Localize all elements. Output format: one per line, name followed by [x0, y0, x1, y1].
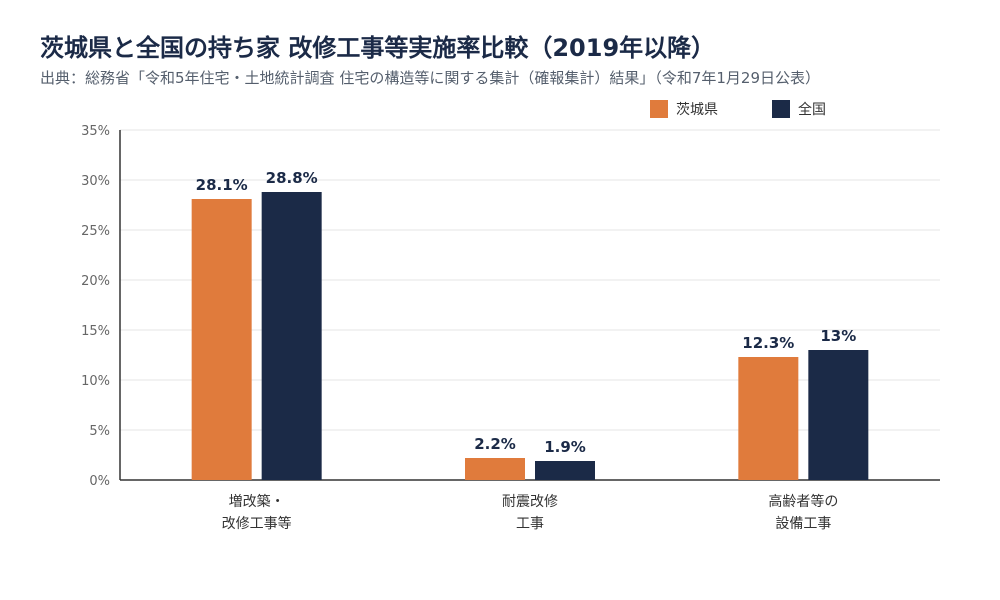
data-label: 1.9% — [544, 438, 586, 456]
legend-swatch-national — [772, 100, 790, 118]
legend-item-national: 全国 — [772, 99, 826, 119]
y-tick-label: 10% — [81, 374, 110, 389]
legend-swatch-ibaraki — [650, 100, 668, 118]
legend-item-ibaraki: 茨城県 — [650, 99, 718, 119]
x-category-label: 耐震改修 — [502, 494, 558, 510]
bar — [465, 458, 525, 480]
y-tick-label: 5% — [89, 424, 110, 439]
legend-label-ibaraki: 茨城県 — [676, 102, 718, 118]
bar — [191, 199, 252, 480]
legend-label-national: 全国 — [798, 102, 826, 118]
bar — [738, 357, 799, 480]
bar — [261, 192, 322, 480]
chart-subtitle: 出典：総務省「令和5年住宅・土地統計調査 住宅の構造等に関する集計（確報集計）結… — [40, 69, 820, 87]
data-label: 28.1% — [196, 176, 248, 194]
x-category-label: 増改築・ — [229, 494, 285, 510]
y-tick-label: 0% — [89, 474, 110, 489]
y-tick-label: 20% — [81, 274, 110, 289]
data-label: 13% — [820, 327, 856, 345]
x-category-label: 工事 — [516, 516, 544, 532]
data-label: 2.2% — [474, 435, 516, 453]
y-tick-label: 35% — [81, 124, 110, 139]
y-tick-label: 15% — [81, 324, 110, 339]
y-tick-label: 30% — [81, 174, 110, 189]
data-label: 12.3% — [742, 334, 794, 352]
legend: 茨城県 全国 — [650, 99, 826, 119]
x-category-label: 高齢者等の — [768, 493, 838, 510]
x-category-label: 設備工事 — [775, 516, 831, 532]
data-label: 28.8% — [266, 169, 318, 187]
y-tick-label: 25% — [81, 224, 110, 239]
bar — [535, 461, 595, 480]
x-category-label: 改修工事等 — [222, 515, 292, 532]
bar — [808, 350, 869, 480]
chart-title: 茨城県と全国の持ち家 改修工事等実施率比較（2019年以降） — [40, 34, 716, 62]
